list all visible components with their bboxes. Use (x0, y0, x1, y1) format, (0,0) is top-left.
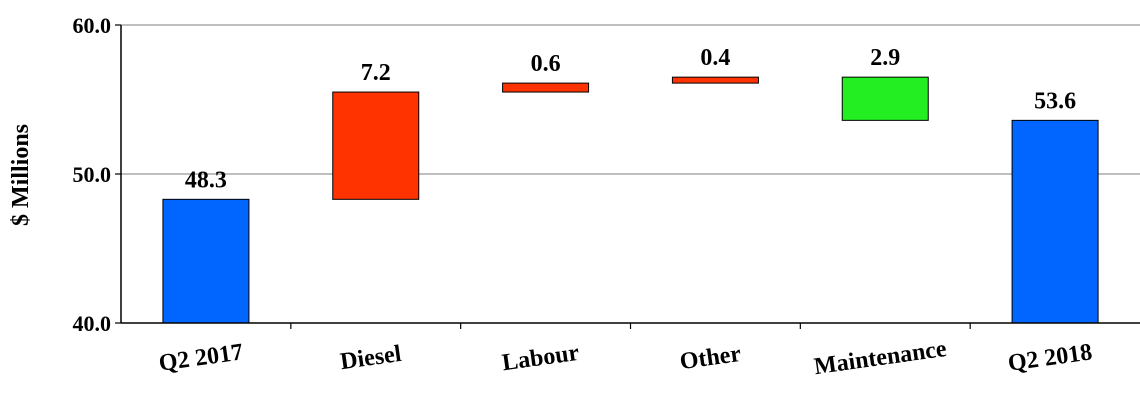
y-tick-label: 50.0 (73, 162, 112, 187)
data-label-q2-2018: 53.6 (1034, 88, 1076, 114)
category-label-diesel: Diesel (339, 341, 404, 375)
data-label-other: 0.4 (700, 45, 730, 71)
category-label-maintenance: Maintenance (812, 336, 948, 380)
data-label-maintenance: 2.9 (870, 45, 900, 71)
bar-q2-2018 (1011, 119, 1099, 324)
category-label-q2-2018: Q2 2018 (1006, 339, 1093, 377)
axes (115, 24, 1140, 329)
data-label-q2-2017: 48.3 (185, 167, 227, 193)
y-axis-title: $ Millions (8, 124, 34, 226)
category-label-other: Other (678, 341, 743, 375)
bar-diesel (332, 91, 420, 200)
y-tick-label: 40.0 (73, 311, 112, 336)
labels: 40.0 50.0 60.0 48.3 Q2 2017 7.2 Diesel 0.6 Labou… (73, 13, 1094, 380)
category-label-q2-2017: Q2 2017 (157, 339, 244, 377)
data-label-labour: 0.6 (531, 51, 561, 77)
bar-maintenance (841, 76, 929, 121)
bars (162, 76, 1099, 324)
bar-q2-2017 (162, 198, 250, 324)
gridlines (121, 24, 1140, 175)
category-label-labour: Labour (500, 340, 581, 377)
data-label-diesel: 7.2 (361, 60, 391, 86)
bar-other (671, 76, 759, 84)
y-tick-label: 60.0 (73, 13, 112, 38)
bar-labour (502, 82, 590, 93)
